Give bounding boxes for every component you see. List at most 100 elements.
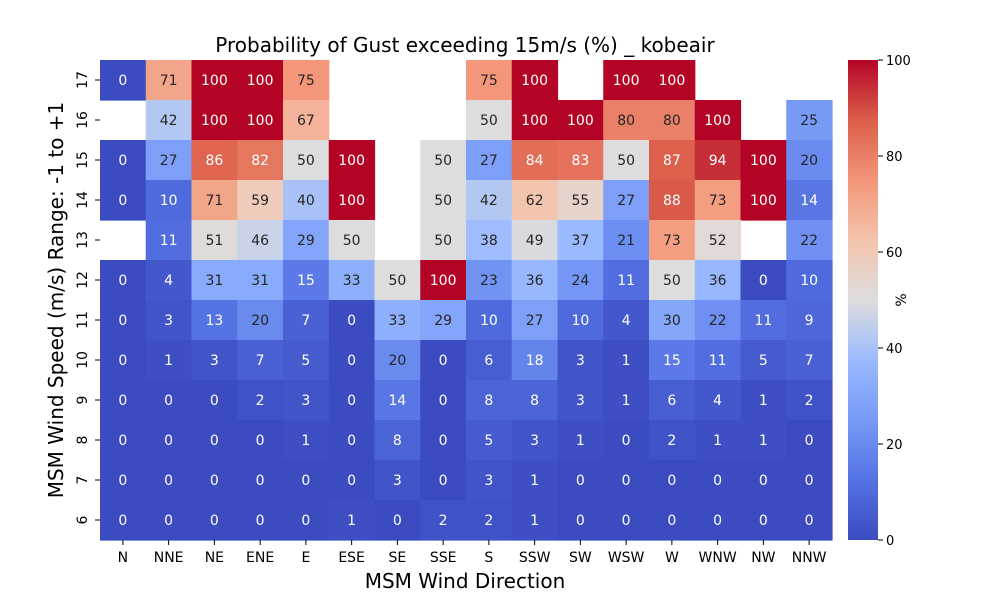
cell-value-label: 50 — [434, 233, 452, 249]
heatmap-cell — [786, 220, 833, 261]
cell-value-label: 14 — [800, 193, 818, 209]
chart-title: Probability of Gust exceeding 15m/s (%) … — [215, 33, 715, 57]
heatmap-cell — [557, 420, 604, 461]
heatmap-cell — [603, 180, 650, 221]
heatmap-cell — [328, 220, 376, 261]
colorbar-tick-label: 20 — [886, 438, 903, 453]
heatmap-cell — [603, 260, 650, 301]
cell-value-label: 1 — [301, 433, 310, 449]
heatmap-cell — [191, 420, 238, 461]
cell-value-label: 0 — [439, 433, 448, 449]
heatmap-cell — [557, 140, 604, 181]
cell-value-label: 0 — [118, 193, 127, 209]
heatmap-cell — [283, 60, 330, 101]
heatmap-cell — [100, 420, 147, 461]
cell-value-label: 0 — [118, 153, 127, 169]
cell-value-label: 100 — [338, 193, 365, 209]
heatmap-cell — [786, 460, 833, 501]
cell-value-label: 100 — [521, 113, 548, 129]
colorbar-ticks: 0 20 40 60 80 100 — [878, 54, 911, 549]
colorbar-tick-label: 40 — [886, 342, 903, 357]
cell-value-label: 15 — [663, 353, 681, 369]
heatmap-cell — [466, 220, 513, 261]
heatmap-cell — [191, 300, 238, 341]
cell-value-label: 13 — [205, 313, 223, 329]
x-tick-label: SW — [569, 550, 592, 566]
heatmap-cell — [237, 180, 284, 221]
heatmap-cell — [649, 260, 696, 301]
heatmap-cell — [145, 500, 193, 541]
cell-value-label: 0 — [347, 433, 356, 449]
heatmap-cell — [420, 140, 467, 181]
y-tick-label: 14 — [75, 191, 91, 209]
cell-value-label: 100 — [247, 73, 274, 89]
heatmap-cell — [237, 220, 284, 261]
y-tick-label: 8 — [75, 436, 91, 445]
x-axis-ticks: N NNE NE ENE E ESE SE SSE S SSW SW WSW W WNW NW NNW — [118, 540, 827, 566]
cell-value-label: 21 — [617, 233, 635, 249]
heatmap-cell — [740, 460, 787, 501]
heatmap-cell — [694, 340, 742, 381]
cell-value-label: 22 — [709, 313, 727, 329]
cell-value-label: 71 — [205, 193, 223, 209]
heatmap-cell — [191, 100, 238, 141]
heatmap-cell — [374, 260, 421, 301]
heatmap-cell — [694, 300, 742, 341]
cell-value-label: 0 — [759, 473, 768, 489]
heatmap-cell — [100, 60, 147, 101]
cell-value-label: 20 — [388, 353, 406, 369]
x-tick-label: S — [484, 550, 493, 566]
heatmap-cell — [511, 60, 559, 101]
heatmap-cell — [740, 500, 787, 541]
x-tick-label: W — [665, 550, 679, 566]
cell-value-label: 0 — [118, 433, 127, 449]
heatmap-cell — [237, 60, 284, 101]
cell-value-label: 0 — [347, 313, 356, 329]
x-tick-label: SSW — [519, 550, 551, 566]
heatmap-cell — [145, 460, 193, 501]
heatmap-cell — [191, 180, 238, 221]
heatmap-cell — [283, 220, 330, 261]
x-tick-label: NE — [205, 550, 224, 566]
cell-value-label: 0 — [118, 353, 127, 369]
cell-value-label: 100 — [247, 113, 274, 129]
heatmap-cell — [557, 500, 604, 541]
cell-value-label: 0 — [347, 353, 356, 369]
cell-value-label: 50 — [434, 153, 452, 169]
heatmap-cell — [694, 220, 742, 261]
cell-value-label: 100 — [521, 73, 548, 89]
cell-value-label: 31 — [251, 273, 269, 289]
cell-value-label: 0 — [164, 473, 173, 489]
heatmap-cell — [420, 180, 467, 221]
cell-value-label: 2 — [484, 513, 493, 529]
cell-value-label: 0 — [347, 393, 356, 409]
heatmap-cell — [694, 500, 742, 541]
heatmap-cell — [557, 180, 604, 221]
cell-value-label: 10 — [160, 193, 178, 209]
y-tick-label: 6 — [75, 515, 91, 524]
heatmap-cell — [740, 420, 787, 461]
heatmap-cell — [511, 340, 559, 381]
heatmap-cell — [420, 500, 467, 541]
heatmap-cell — [145, 220, 193, 261]
cell-value-label: 52 — [709, 233, 727, 249]
cell-value-label: 0 — [301, 473, 310, 489]
heatmap-cell — [786, 260, 833, 301]
heatmap-cell — [283, 300, 330, 341]
heatmap-cell — [694, 260, 742, 301]
cell-value-label: 0 — [118, 393, 127, 409]
heatmap-cell — [649, 340, 696, 381]
heatmap-cell — [466, 100, 513, 141]
cell-value-label: 0 — [713, 473, 722, 489]
y-tick-label: 17 — [75, 71, 91, 89]
cell-value-label: 0 — [118, 73, 127, 89]
cell-value-label: 1 — [759, 433, 768, 449]
cell-value-label: 0 — [805, 513, 814, 529]
heatmap-cell — [420, 220, 467, 261]
colorbar-tick-label: 60 — [886, 246, 903, 261]
cell-value-label: 100 — [750, 193, 777, 209]
heatmap-cell — [649, 100, 696, 141]
x-tick-label: WSW — [608, 550, 645, 566]
heatmap-cell — [740, 340, 787, 381]
heatmap-cell — [191, 340, 238, 381]
